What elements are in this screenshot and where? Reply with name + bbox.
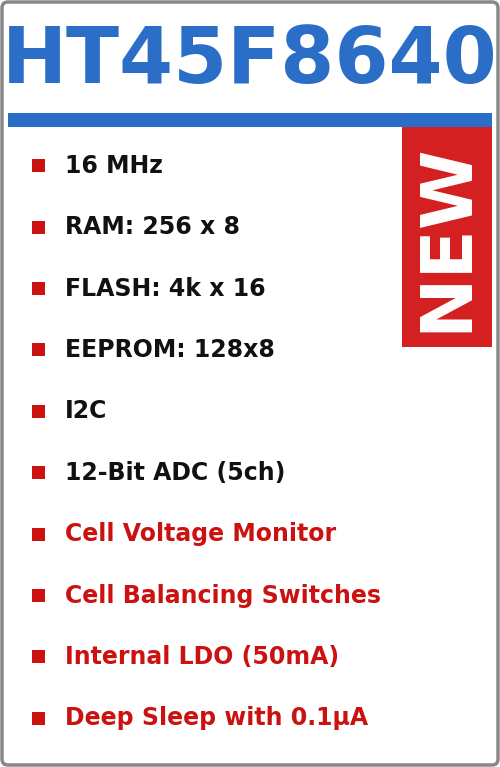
Bar [8, 8, 492, 113]
Text: EEPROM: 128x8: EEPROM: 128x8 [65, 338, 275, 362]
Text: RAM: 256 x 8: RAM: 256 x 8 [65, 215, 240, 239]
Bar [32, 528, 44, 541]
Bar [402, 127, 492, 347]
Text: Deep Sleep with 0.1μA: Deep Sleep with 0.1μA [65, 706, 368, 730]
Text: NEW: NEW [412, 142, 482, 332]
Text: FLASH: 4k x 16: FLASH: 4k x 16 [65, 276, 266, 301]
Bar [32, 589, 44, 602]
Bar [32, 650, 44, 663]
Text: Cell Voltage Monitor: Cell Voltage Monitor [65, 522, 336, 546]
Text: Internal LDO (50mA): Internal LDO (50mA) [65, 645, 339, 669]
Bar [32, 282, 44, 295]
Text: 16 MHz: 16 MHz [65, 153, 163, 178]
Bar [32, 221, 44, 234]
Bar [32, 160, 44, 173]
Text: HT45F8640: HT45F8640 [2, 22, 498, 98]
Text: I2C: I2C [65, 400, 108, 423]
Bar [32, 344, 44, 357]
Bar [8, 113, 492, 127]
Bar [32, 712, 44, 725]
Text: Cell Balancing Switches: Cell Balancing Switches [65, 584, 381, 607]
Text: 12-Bit ADC (5ch): 12-Bit ADC (5ch) [65, 461, 286, 485]
Bar [32, 466, 44, 479]
Bar [32, 405, 44, 418]
